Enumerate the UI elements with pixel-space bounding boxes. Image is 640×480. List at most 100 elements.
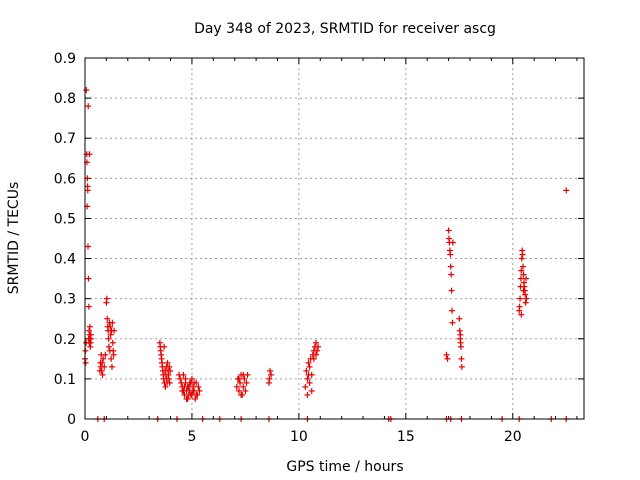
data-point: [84, 243, 91, 250]
data-point: [242, 387, 249, 394]
data-point: [306, 363, 313, 370]
y-tick-label: 0.5: [54, 211, 76, 227]
data-point: [190, 387, 197, 394]
data-point: [162, 383, 169, 390]
data-point: [517, 295, 524, 302]
grid: [85, 58, 584, 419]
data-point: [193, 391, 200, 398]
data-point: [233, 383, 240, 390]
data-point: [237, 379, 244, 386]
data-point: [99, 371, 106, 378]
data-point: [518, 255, 525, 262]
data-point: [240, 383, 247, 390]
data-point: [522, 291, 529, 298]
data-point: [183, 387, 190, 394]
data-point: [563, 187, 570, 194]
data-point: [458, 343, 465, 350]
data-points: [82, 87, 570, 422]
data-point: [161, 343, 168, 350]
data-point: [105, 343, 112, 350]
x-tick-label: 5: [187, 429, 196, 445]
data-point: [523, 275, 530, 282]
data-point: [108, 355, 115, 362]
data-point: [83, 87, 90, 94]
data-point: [166, 379, 173, 386]
data-point: [303, 367, 310, 374]
y-tick-label: 0.3: [54, 292, 76, 308]
data-point: [447, 251, 454, 258]
data-point: [103, 295, 110, 302]
y-axis-label: SRMTID / TECUs: [6, 182, 22, 295]
data-point: [449, 319, 456, 326]
data-point: [520, 271, 527, 278]
data-point: [449, 307, 456, 314]
chart-title: Day 348 of 2023, SRMTID for receiver asc…: [194, 21, 496, 37]
y-tick-label: 0.2: [54, 332, 76, 348]
data-point: [267, 367, 274, 374]
axis-ticks: 0 0.1 0.2 0.3 0.4 0.5 0.6 0.7 0.8 0.9 0 5 10 15 20: [54, 51, 584, 445]
data-point: [109, 319, 116, 326]
data-point: [444, 355, 451, 362]
y-tick-label: 0.9: [54, 51, 76, 67]
data-point: [238, 391, 245, 398]
data-point: [108, 363, 115, 370]
data-point: [166, 363, 173, 370]
data-point: [99, 359, 106, 366]
data-point: [266, 375, 273, 382]
data-point: [315, 343, 322, 350]
data-point: [518, 267, 525, 274]
data-point: [522, 299, 529, 306]
data-point: [240, 371, 247, 378]
data-point: [109, 339, 116, 346]
x-tick-label: 15: [397, 429, 415, 445]
data-point: [448, 287, 455, 294]
data-point: [85, 103, 92, 110]
data-point: [520, 263, 527, 270]
data-point: [241, 375, 248, 382]
data-point: [312, 339, 319, 346]
y-tick-label: 0.4: [54, 252, 76, 268]
data-point: [188, 375, 195, 382]
data-point: [312, 351, 319, 358]
data-point: [85, 275, 92, 282]
x-tick-label: 20: [504, 429, 522, 445]
data-point: [445, 227, 452, 234]
data-point: [518, 311, 525, 318]
data-point: [235, 387, 242, 394]
y-tick-label: 0: [67, 412, 76, 428]
x-tick-label: 0: [81, 429, 90, 445]
data-point: [82, 359, 89, 366]
y-tick-label: 0.8: [54, 91, 76, 107]
data-point: [111, 327, 118, 334]
data-point: [310, 355, 317, 362]
data-point: [458, 363, 465, 370]
data-point: [107, 331, 114, 338]
data-point: [305, 371, 312, 378]
y-tick-label: 0.6: [54, 171, 76, 187]
data-point: [86, 327, 93, 334]
data-point: [101, 363, 108, 370]
data-point: [87, 335, 94, 342]
data-point: [191, 379, 198, 386]
data-point: [304, 375, 311, 382]
y-tick-label: 0.1: [54, 372, 76, 388]
plot-frame: [84, 57, 585, 420]
data-point: [192, 395, 199, 402]
data-point: [306, 379, 313, 386]
data-point: [100, 355, 107, 362]
data-point: [185, 383, 192, 390]
data-point: [102, 351, 109, 358]
data-point: [458, 355, 465, 362]
data-point: [164, 359, 171, 366]
data-point: [456, 315, 463, 322]
data-point: [177, 375, 184, 382]
data-point: [302, 383, 309, 390]
data-point: [516, 303, 523, 310]
data-point: [165, 375, 172, 382]
data-point: [110, 351, 117, 358]
data-point: [235, 375, 242, 382]
data-point: [104, 315, 111, 322]
data-point: [184, 395, 191, 402]
data-point: [107, 323, 114, 330]
